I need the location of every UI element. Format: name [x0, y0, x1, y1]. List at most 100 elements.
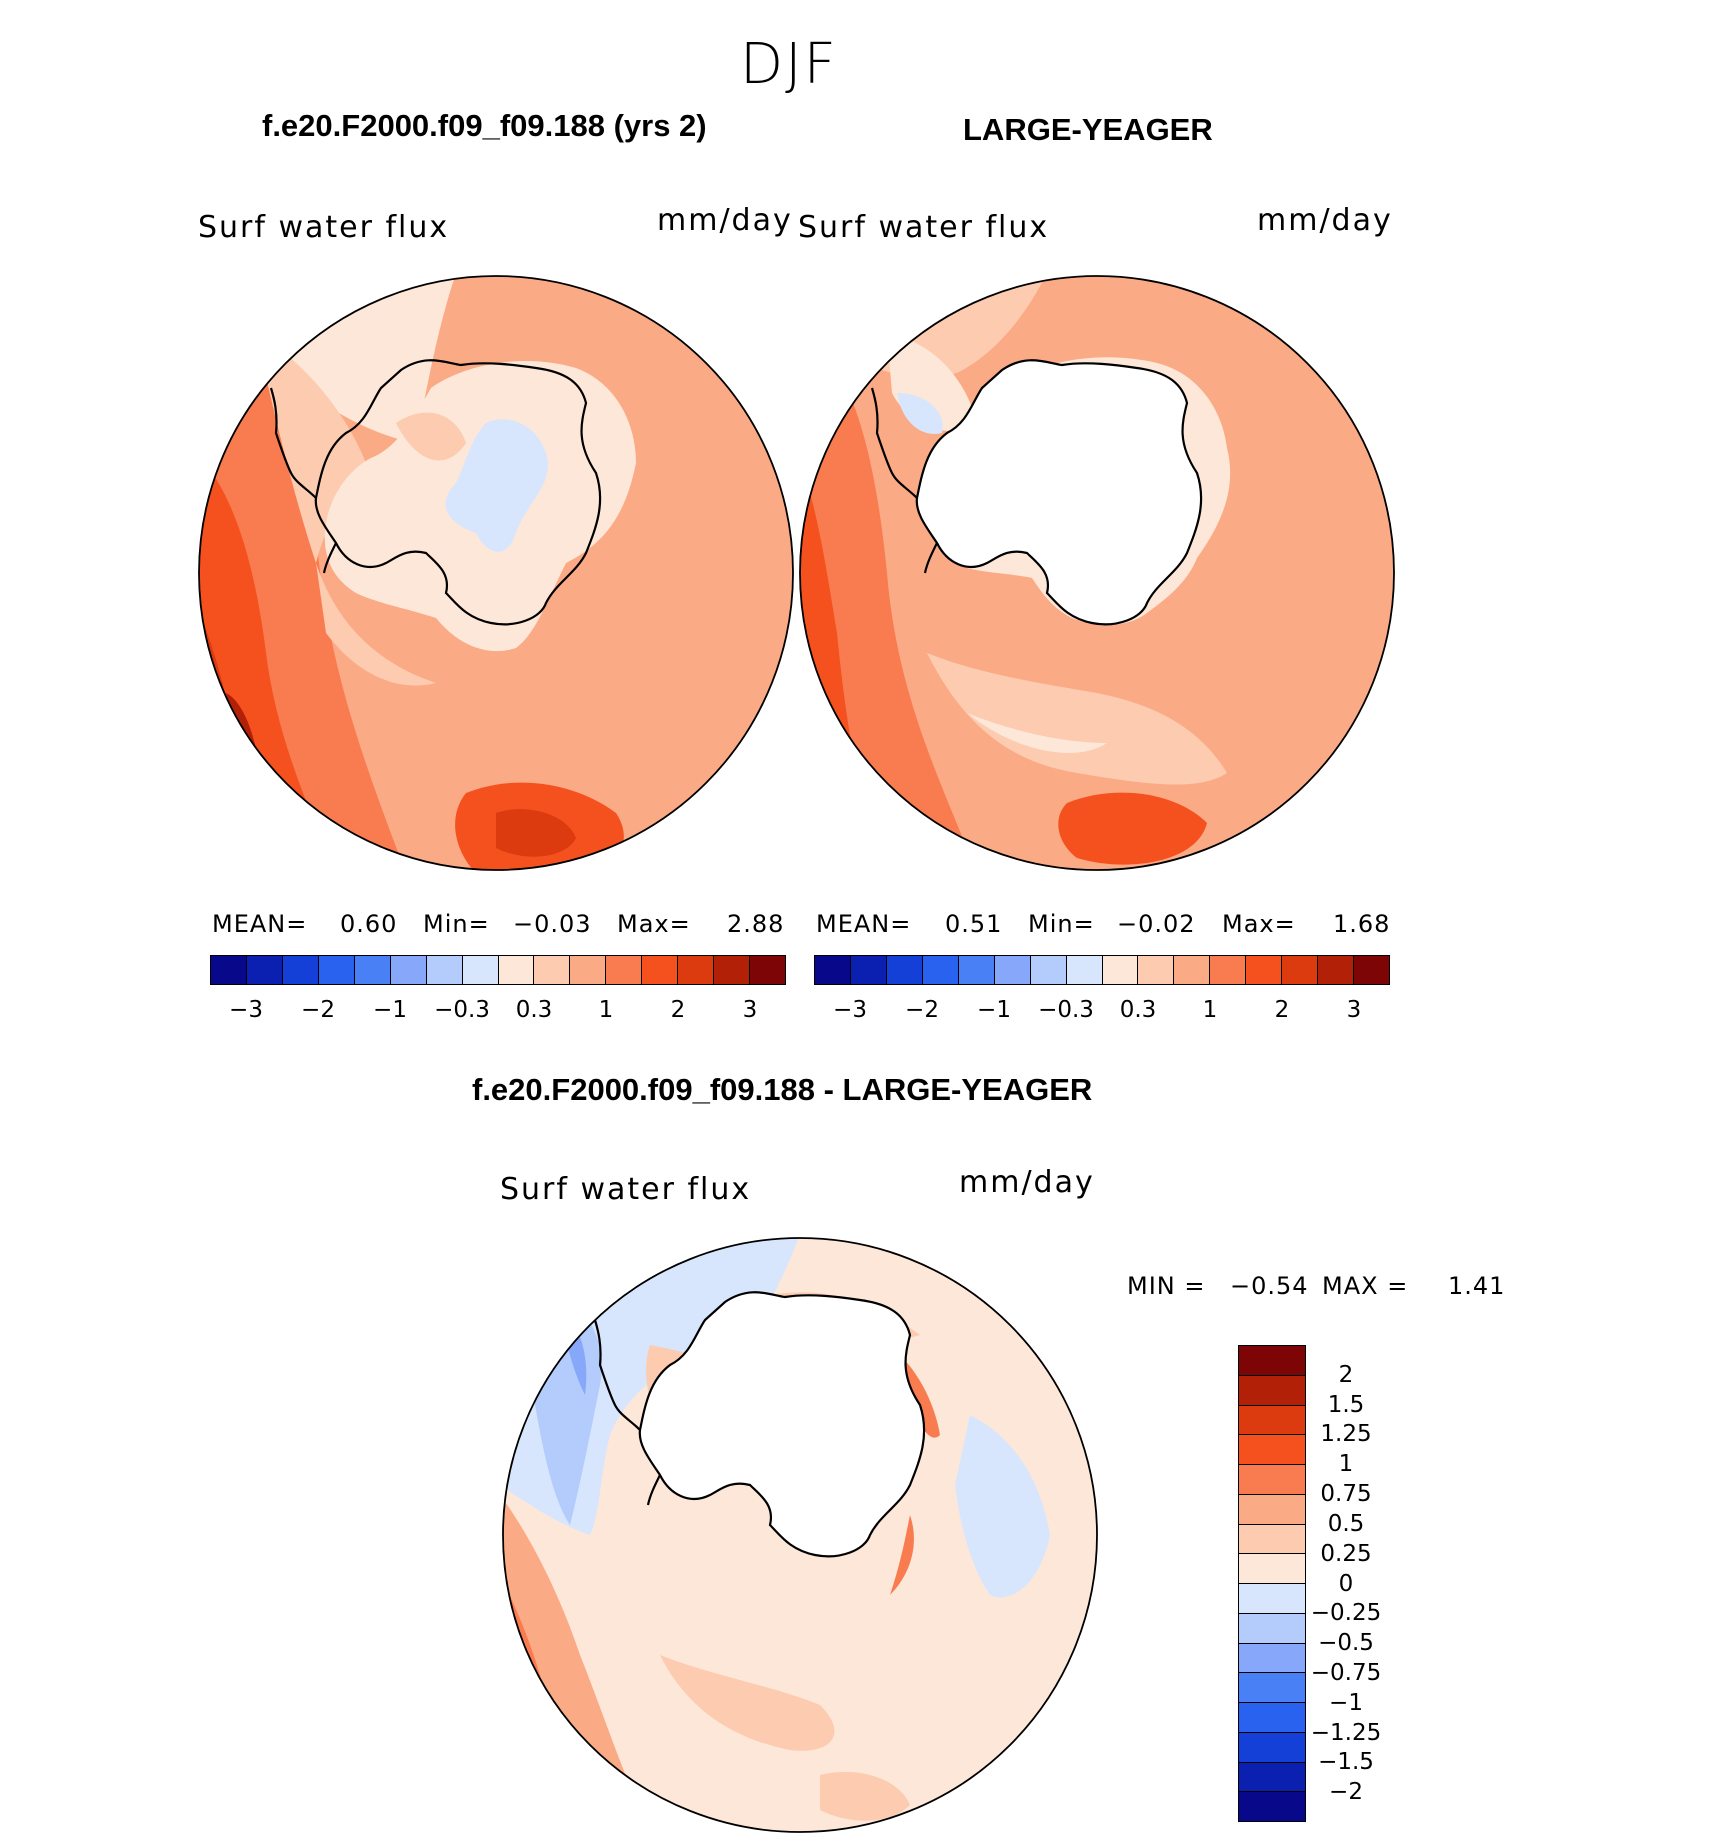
panel1-colorbar-tick-label: −1 — [373, 997, 407, 1023]
panel2-colorbar-swatch — [815, 956, 851, 984]
panel2-colorbar-swatch — [958, 956, 995, 984]
panel2-colorbar-swatch — [1066, 956, 1103, 984]
panel3-colorbar-tick-label: 0.75 — [1320, 1481, 1372, 1508]
panel2-colorbar-swatch — [1138, 956, 1175, 984]
panel3-colorbar-swatch — [1239, 1405, 1305, 1436]
panel2-colorbar-tick-label: 1 — [1202, 997, 1218, 1023]
panel3-polar-map — [502, 1237, 1098, 1833]
panel3-colorbar — [1238, 1345, 1306, 1822]
panel3-colorbar-swatch — [1239, 1375, 1305, 1406]
panel1-mean-label: MEAN= — [212, 910, 308, 938]
panel3-colorbar-tick-label: 1 — [1338, 1451, 1354, 1478]
panel3-colorbar-tick-label: 1.25 — [1320, 1421, 1372, 1448]
panel3-variable-label: Surf water flux — [500, 1172, 752, 1207]
panel2-mean-value: 0.51 — [945, 910, 1003, 938]
panel3-colorbar-tick-label: 0.5 — [1327, 1510, 1365, 1537]
panel1-min-value: −0.03 — [513, 910, 592, 938]
panel1-variable-label: Surf water flux — [198, 210, 450, 245]
panel2-colorbar-swatch — [1246, 956, 1283, 984]
panel3-colorbar-tick-label: 0.25 — [1320, 1540, 1372, 1567]
panel2-colorbar-swatch — [1030, 956, 1067, 984]
panel1-min-label: Min= — [423, 910, 490, 938]
panel3-colorbar-tick-label: −2 — [1329, 1779, 1363, 1806]
panel1-max-label: Max= — [617, 910, 691, 938]
panel1-colorbar-swatch — [246, 956, 283, 984]
panel1-colorbar-swatch — [750, 956, 785, 984]
panel1-colorbar-swatch — [462, 956, 499, 984]
panel1-colorbar-swatch — [678, 956, 715, 984]
panel2-colorbar-tick-label: −3 — [833, 997, 867, 1023]
panel2-max-label: Max= — [1222, 910, 1296, 938]
panel2-colorbar-tick-label: −0.3 — [1038, 997, 1094, 1023]
panel1-max-value: 2.88 — [727, 910, 785, 938]
panel3-max-label: MAX = — [1322, 1272, 1409, 1300]
panel1-mean-value: 0.60 — [340, 910, 398, 938]
panel3-min-label: MIN = — [1127, 1272, 1206, 1300]
panel2-colorbar-swatch — [1210, 956, 1247, 984]
panel1-colorbar-swatch — [282, 956, 319, 984]
panel1-colorbar-swatch — [498, 956, 535, 984]
panel1-colorbar-swatch — [642, 956, 679, 984]
panel1-colorbar-tick-label: −0.3 — [434, 997, 490, 1023]
panel2-colorbar-swatch — [1318, 956, 1355, 984]
panel3-colorbar-swatch — [1239, 1613, 1305, 1644]
panel1-colorbar-tick-label: 0.3 — [515, 997, 553, 1023]
panel2-colorbar-swatch — [1102, 956, 1139, 984]
panel1-colorbar-swatch — [606, 956, 643, 984]
panel3-colorbar-tick-label: −1 — [1329, 1689, 1363, 1716]
panel3-colorbar-swatch — [1239, 1435, 1305, 1465]
panel2-colorbar-swatch — [1174, 956, 1211, 984]
panel2-variable-label: Surf water flux — [798, 210, 1050, 245]
panel2-colorbar-swatch — [922, 956, 959, 984]
panel3-colorbar-tick-label: −0.5 — [1318, 1630, 1374, 1657]
panel3-colorbar-swatch — [1239, 1673, 1305, 1703]
panel1-colorbar-swatch — [570, 956, 607, 984]
panel3-max-value: 1.41 — [1448, 1272, 1506, 1300]
panel3-colorbar-swatch — [1239, 1792, 1305, 1821]
panel2-colorbar-tick-label: 3 — [1346, 997, 1362, 1023]
panel2-colorbar-tick-label: 2 — [1274, 997, 1290, 1023]
panel1-colorbar-tick-label: −2 — [301, 997, 335, 1023]
panel1-colorbar-swatch — [354, 956, 391, 984]
panel3-colorbar-swatch — [1239, 1732, 1305, 1763]
panel2-colorbar-swatch — [994, 956, 1031, 984]
panel3-colorbar-tick-label: −1.25 — [1310, 1719, 1382, 1746]
panel3-colorbar-tick-label: −0.75 — [1310, 1659, 1382, 1686]
panel1-colorbar-swatch — [211, 956, 247, 984]
panel1-units-label: mm/day — [657, 203, 793, 238]
panel3-colorbar-swatch — [1239, 1346, 1305, 1376]
panel1-colorbar — [210, 955, 786, 985]
panel1-colorbar-tick-label: 2 — [670, 997, 686, 1023]
panel1-polar-map — [198, 275, 794, 871]
panel3-title: f.e20.F2000.f09_f09.188 - LARGE-YEAGER — [472, 1072, 1093, 1107]
panel2-polar-map — [799, 275, 1395, 871]
panel3-colorbar-swatch — [1239, 1554, 1305, 1584]
season-title: DJF — [740, 32, 838, 97]
panel3-units-label: mm/day — [959, 1165, 1095, 1200]
panel3-colorbar-swatch — [1239, 1524, 1305, 1555]
panel1-colorbar-tick-label: 1 — [598, 997, 614, 1023]
panel3-colorbar-tick-label: −1.5 — [1318, 1749, 1374, 1776]
panel3-colorbar-tick-label: 1.5 — [1327, 1391, 1365, 1418]
panel2-colorbar-tick-label: 0.3 — [1119, 997, 1157, 1023]
panel2-colorbar-swatch — [1354, 956, 1389, 984]
panel1-colorbar-swatch — [714, 956, 751, 984]
panel2-colorbar-swatch — [1282, 956, 1319, 984]
panel2-min-value: −0.02 — [1117, 910, 1196, 938]
panel3-colorbar-swatch — [1239, 1465, 1305, 1495]
panel3-colorbar-swatch — [1239, 1762, 1305, 1793]
panel2-colorbar-tick-label: −1 — [977, 997, 1011, 1023]
panel1-title: f.e20.F2000.f09_f09.188 (yrs 2) — [262, 108, 707, 143]
panel2-title: LARGE-YEAGER — [963, 112, 1213, 147]
panel1-colorbar-swatch — [390, 956, 427, 984]
panel3-colorbar-swatch — [1239, 1643, 1305, 1674]
panel2-colorbar-swatch — [886, 956, 923, 984]
panel2-max-value: 1.68 — [1333, 910, 1391, 938]
panel3-colorbar-swatch — [1239, 1584, 1305, 1614]
panel3-colorbar-swatch — [1239, 1494, 1305, 1525]
panel3-colorbar-swatch — [1239, 1703, 1305, 1733]
panel2-mean-label: MEAN= — [816, 910, 912, 938]
panel2-colorbar-tick-label: −2 — [905, 997, 939, 1023]
panel2-min-label: Min= — [1028, 910, 1095, 938]
panel3-colorbar-tick-label: 0 — [1338, 1570, 1354, 1597]
